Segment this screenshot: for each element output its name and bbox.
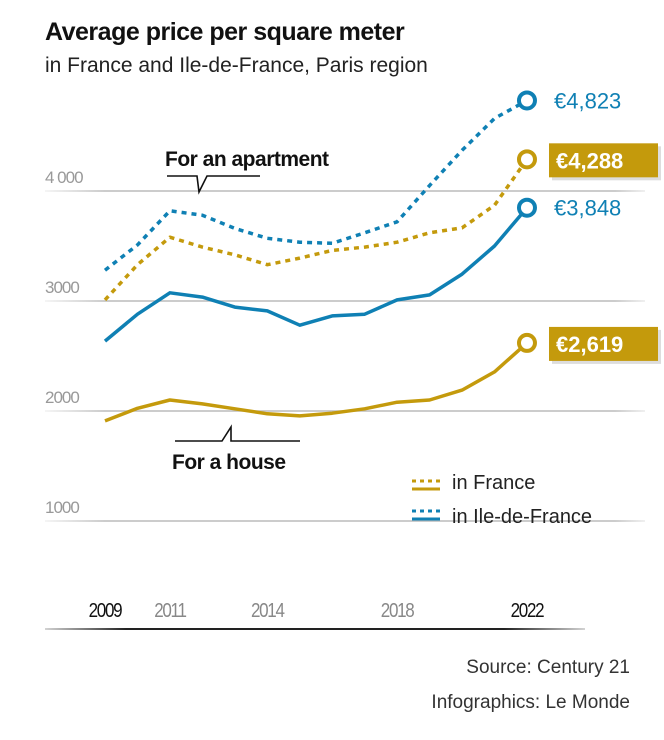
- end-label-house_idf: €3,848: [554, 196, 621, 221]
- end-marker-apt_fr: [516, 149, 537, 170]
- x-tick-label-2022: 2022: [511, 599, 545, 622]
- annotation-house: For a house: [172, 424, 300, 474]
- annotation-apartment-label: For an apartment: [165, 148, 329, 171]
- series-line-house_idf: [103, 206, 529, 343]
- end-marker-house_idf: [516, 197, 537, 218]
- gridline-1000: [45, 520, 645, 522]
- credit-note: Infographics: Le Monde: [431, 692, 630, 713]
- source-note: Source: Century 21: [466, 657, 630, 678]
- y-tick-label: 2000: [45, 388, 79, 407]
- series-line-apt_fr: [103, 158, 529, 302]
- annotation-apartment: For an apartment: [165, 148, 330, 195]
- end-label-box-apt_fr: [549, 143, 658, 178]
- end-marker-apt_idf: [516, 90, 537, 111]
- legend-label-idf: in Ile-de-France: [452, 506, 592, 528]
- legend-label-france: in France: [452, 472, 535, 494]
- x-tick-label-2014: 2014: [251, 599, 285, 622]
- series-line-apt_idf: [103, 98, 528, 272]
- x-axis-line: [45, 628, 585, 630]
- end-label-box-house_fr: [549, 326, 658, 361]
- end-label-apt_idf: €4,823: [554, 88, 621, 113]
- chart-subtitle: in France and Ile-de-France, Paris regio…: [45, 54, 428, 77]
- series-line-house_fr: [104, 341, 529, 423]
- end-marker-house_fr: [516, 332, 537, 353]
- chart-title: Average price per square meter: [45, 18, 405, 46]
- annotation-apartment-pointer: [167, 175, 260, 195]
- y-tick-label: 1000: [45, 498, 79, 517]
- x-tick-label-2009: 2009: [89, 599, 123, 622]
- y-tick-label: 3000: [45, 278, 79, 297]
- gridline-4000: [45, 190, 645, 192]
- end-label-house_fr: €2,619: [556, 332, 623, 357]
- y-tick-label: 4 000: [45, 168, 83, 187]
- gridline-3000: [45, 300, 645, 302]
- legend: in France in Ile-de-France: [412, 472, 592, 528]
- x-tick-label-2011: 2011: [154, 599, 186, 622]
- annotation-house-label: For a house: [172, 451, 286, 474]
- annotation-house-pointer: [175, 424, 300, 442]
- x-tick-label-2018: 2018: [381, 599, 415, 622]
- end-label-apt_fr: €4,288: [556, 148, 623, 173]
